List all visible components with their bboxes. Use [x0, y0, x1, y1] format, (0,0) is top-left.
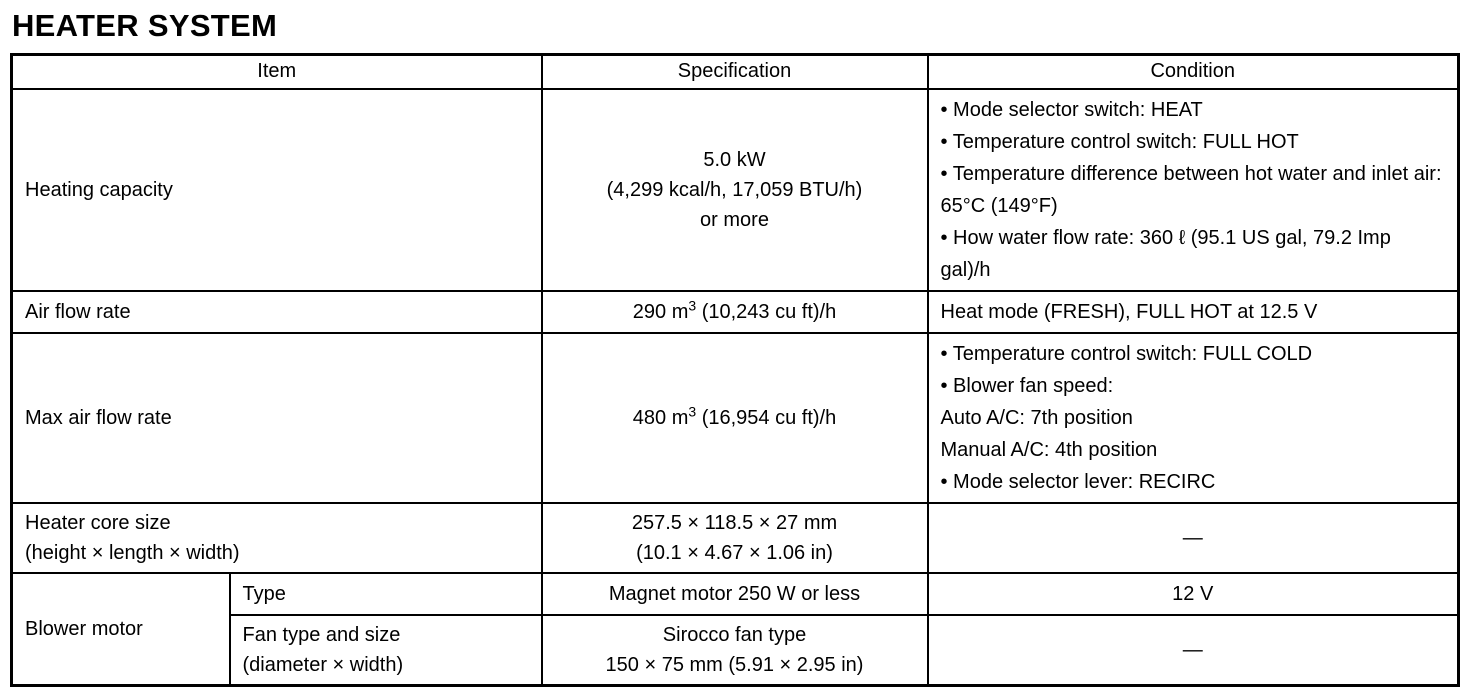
row-heater-core-size: Heater core size (height × length × widt…	[10, 501, 1460, 574]
item-line: (height × length × width)	[25, 541, 240, 564]
row-air-flow-rate: Air flow rate 290 m3 (10,243 cu ft)/h He…	[10, 289, 1460, 334]
spec-line: (10.1 × 4.67 × 1.06 in)	[636, 541, 833, 564]
sub-item-cell-type: Type	[228, 571, 543, 616]
spec-line: 150 × 75 mm (5.91 × 2.95 in)	[605, 653, 864, 676]
spec-value-suffix: (10,243 cu ft)/h	[696, 300, 837, 323]
item-cell-air-flow-rate: Air flow rate	[10, 289, 543, 334]
heater-system-table: Item Specification Condition Heating cap…	[10, 53, 1460, 687]
spec-cell: 5.0 kW (4,299 kcal/h, 17,059 BTU/h) or m…	[540, 87, 929, 292]
condition-line: • Mode selector lever: RECIRC	[940, 470, 1216, 493]
item-cell-max-air-flow-rate: Max air flow rate	[10, 331, 543, 504]
spec-cell: Magnet motor 250 W or less	[540, 571, 929, 616]
header-row: Item Specification Condition	[10, 53, 1460, 90]
condition-line: • Blower fan speed:	[940, 374, 1114, 397]
spec-line: 257.5 × 118.5 × 27 mm	[631, 511, 838, 534]
spec-value-suffix: (16,954 cu ft)/h	[696, 406, 837, 429]
item-line: Heater core size	[25, 511, 171, 534]
condition-line: • How water flow rate: 360 ℓ (95.1 US ga…	[940, 226, 1391, 281]
condition-line: • Mode selector switch: HEAT	[940, 98, 1203, 121]
spec-line: 5.0 kW	[703, 148, 766, 171]
spec-value-prefix: 290 m	[632, 300, 689, 323]
spec-value-prefix: 480 m	[632, 406, 689, 429]
column-header-item: Item	[10, 53, 543, 90]
row-blower-motor-fan: Fan type and size (diameter × width) Sir…	[12, 613, 1460, 686]
item-cell-heater-core-size: Heater core size (height × length × widt…	[10, 501, 543, 574]
spec-line: (4,299 kcal/h, 17,059 BTU/h)	[606, 178, 863, 201]
condition-line: • Temperature difference between hot wat…	[940, 162, 1442, 217]
condition-line: Auto A/C: 7th position	[940, 406, 1133, 429]
condition-line: Manual A/C: 4th position	[940, 438, 1158, 461]
spec-cell: Sirocco fan type 150 × 75 mm (5.91 × 2.9…	[540, 613, 929, 686]
column-header-condition: Condition	[926, 53, 1460, 90]
condition-line: • Temperature control switch: FULL COLD	[940, 342, 1313, 365]
condition-cell: —	[926, 613, 1460, 686]
condition-line: • Temperature control switch: FULL HOT	[940, 130, 1299, 153]
spec-cell: 480 m3 (16,954 cu ft)/h	[540, 331, 929, 504]
spec-cell: 290 m3 (10,243 cu ft)/h	[540, 289, 929, 334]
column-header-specification: Specification	[540, 53, 929, 90]
condition-cell: 12 V	[926, 571, 1460, 616]
row-heating-capacity: Heating capacity 5.0 kW (4,299 kcal/h, 1…	[10, 87, 1460, 292]
spec-line: Sirocco fan type	[662, 623, 807, 646]
condition-cell: Heat mode (FRESH), FULL HOT at 12.5 V	[926, 289, 1460, 334]
spec-cell: 257.5 × 118.5 × 27 mm (10.1 × 4.67 × 1.0…	[540, 501, 929, 574]
cubic-superscript: 3	[688, 296, 697, 313]
item-cell-blower-motor: Blower motor	[10, 571, 231, 686]
condition-cell: • Temperature control switch: FULL COLD …	[926, 331, 1460, 504]
item-line: Fan type and size	[242, 623, 401, 646]
item-cell-heating-capacity: Heating capacity	[10, 87, 543, 292]
sub-item-cell-fan-type: Fan type and size (diameter × width)	[228, 613, 543, 686]
row-max-air-flow-rate: Max air flow rate 480 m3 (16,954 cu ft)/…	[10, 331, 1460, 504]
item-line: (diameter × width)	[242, 653, 404, 676]
condition-cell: —	[926, 501, 1460, 574]
row-blower-motor-type: Blower motor Type Magnet motor 250 W or …	[10, 571, 1460, 686]
page-title: HEATER SYSTEM	[12, 8, 278, 43]
cubic-superscript: 3	[688, 402, 697, 419]
condition-cell: • Mode selector switch: HEAT • Temperatu…	[926, 87, 1460, 292]
spec-line: or more	[700, 208, 769, 231]
